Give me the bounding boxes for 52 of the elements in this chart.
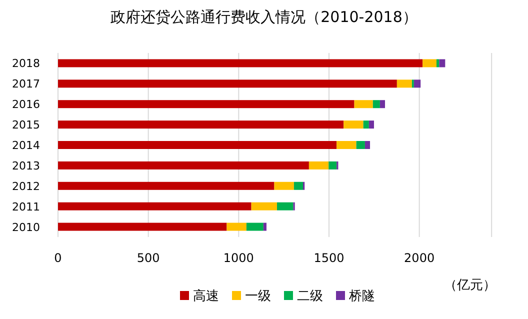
bar — [58, 202, 252, 210]
bar — [58, 161, 309, 170]
bar — [368, 120, 374, 129]
bar — [276, 202, 294, 210]
bar — [422, 59, 436, 68]
y-tick-label: 2016 — [12, 98, 40, 112]
bar — [344, 120, 364, 129]
x-tick-label: 1500 — [314, 251, 344, 265]
bar — [363, 120, 369, 129]
x-tick-label: 0 — [54, 251, 62, 265]
bar — [58, 100, 354, 108]
bar — [414, 80, 421, 88]
legend-label: 一级 — [245, 289, 271, 304]
y-tick-label: 2014 — [12, 139, 40, 152]
bar — [251, 202, 277, 210]
y-tick-label: 2015 — [12, 118, 40, 132]
bar — [336, 141, 356, 149]
bar — [308, 161, 329, 170]
chart-title: 政府还贷公路通行费收入情况（2010-2018） — [110, 8, 418, 26]
bar — [246, 222, 264, 231]
bar — [58, 59, 423, 68]
bar — [58, 182, 274, 190]
y-tick-label: 2011 — [12, 200, 40, 214]
y-tick-label: 2018 — [12, 57, 40, 70]
bar — [356, 141, 365, 149]
bar — [436, 59, 440, 68]
x-tick-label: 1000 — [223, 251, 254, 265]
y-tick-label: 2013 — [12, 159, 40, 172]
y-tick-label: 2012 — [12, 180, 40, 193]
legend-label: 桥隧 — [348, 289, 375, 304]
bar — [58, 141, 337, 149]
bar — [294, 182, 303, 190]
y-tick-label: 2010 — [12, 220, 40, 234]
x-tick-label: 500 — [136, 251, 160, 265]
bar — [354, 100, 373, 108]
bar — [274, 182, 294, 190]
bar — [226, 222, 246, 231]
bar — [380, 100, 386, 108]
legend-label: 二级 — [297, 289, 323, 304]
bar — [58, 222, 227, 231]
bar — [372, 100, 380, 108]
bar — [328, 161, 337, 170]
bar — [364, 141, 370, 149]
bar — [396, 80, 412, 88]
x-axis-title: （亿元） — [444, 278, 496, 293]
y-tick-label: 2017 — [12, 78, 40, 91]
x-tick-label: 2000 — [404, 251, 435, 265]
bar — [58, 120, 344, 129]
legend-label: 高速 — [193, 288, 219, 304]
bar — [263, 222, 266, 231]
bar — [439, 59, 446, 68]
bar — [58, 80, 397, 88]
